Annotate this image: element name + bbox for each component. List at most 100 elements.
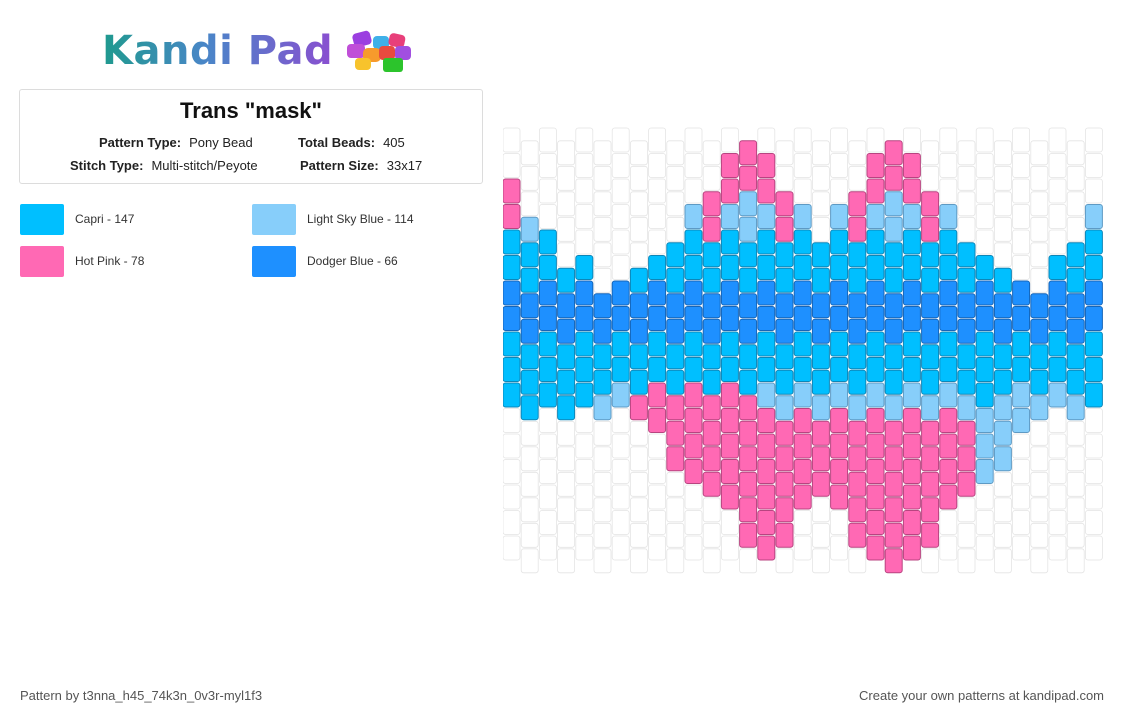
bead-capri bbox=[848, 369, 867, 395]
bead-capri bbox=[557, 344, 576, 370]
bead-capri bbox=[793, 357, 812, 382]
bead-capri bbox=[557, 395, 576, 421]
bead-pink bbox=[739, 395, 758, 421]
bead-light bbox=[757, 382, 776, 408]
bead-pink bbox=[884, 548, 903, 574]
bead-dodger bbox=[993, 318, 1012, 344]
bead-pink bbox=[757, 535, 776, 561]
bead-pink bbox=[902, 408, 921, 433]
bead-dodger bbox=[1030, 293, 1049, 319]
bead-dodger bbox=[1066, 293, 1085, 319]
bead-capri bbox=[811, 267, 830, 293]
bead-dodger bbox=[1012, 280, 1031, 306]
bead-capri bbox=[503, 255, 521, 280]
empty-bead bbox=[720, 510, 739, 535]
bead-pink bbox=[702, 395, 721, 421]
bead-capri bbox=[921, 344, 940, 370]
empty-bead bbox=[1030, 420, 1049, 446]
bead-capri bbox=[957, 267, 976, 293]
bead-pink bbox=[757, 510, 776, 535]
empty-bead bbox=[593, 471, 612, 497]
bead-pink bbox=[921, 446, 940, 472]
empty-bead bbox=[1048, 459, 1067, 484]
bead-light bbox=[739, 216, 758, 242]
bead-capri bbox=[921, 369, 940, 395]
color-swatch bbox=[20, 245, 64, 277]
empty-bead bbox=[793, 535, 812, 561]
empty-bead bbox=[993, 497, 1012, 523]
empty-bead bbox=[557, 548, 575, 574]
bead-dodger bbox=[757, 280, 776, 306]
empty-bead bbox=[811, 497, 830, 523]
empty-bead bbox=[793, 510, 812, 535]
bead-capri bbox=[902, 357, 921, 382]
empty-bead bbox=[739, 548, 758, 574]
bead-pink bbox=[811, 446, 830, 472]
empty-bead bbox=[593, 522, 612, 548]
empty-bead bbox=[702, 497, 721, 523]
empty-bead bbox=[593, 216, 612, 242]
bead-capri bbox=[866, 229, 885, 255]
empty-bead bbox=[648, 433, 667, 459]
bead-capri bbox=[884, 344, 903, 370]
empty-bead bbox=[611, 433, 630, 459]
bead-capri bbox=[921, 242, 940, 268]
bead-pink bbox=[629, 395, 648, 421]
bead-capri bbox=[757, 255, 776, 280]
bead-light bbox=[939, 204, 958, 229]
empty-bead bbox=[575, 178, 594, 204]
bead-capri bbox=[775, 242, 794, 268]
bead-pink bbox=[503, 204, 521, 229]
bead-dodger bbox=[538, 280, 557, 306]
empty-bead bbox=[557, 446, 575, 472]
bead-pink bbox=[720, 408, 739, 433]
kandipad-link[interactable]: Create your own patterns at kandipad.com bbox=[859, 688, 1104, 703]
bead-capri bbox=[993, 369, 1012, 395]
legend-label: Hot Pink - 78 bbox=[75, 254, 145, 268]
bead-capri bbox=[666, 267, 685, 293]
bead-pink bbox=[702, 191, 721, 217]
bead-pink bbox=[702, 471, 721, 497]
bead-dodger bbox=[866, 280, 885, 306]
bead-pink bbox=[720, 433, 739, 459]
empty-bead bbox=[957, 548, 976, 574]
empty-bead bbox=[557, 242, 575, 268]
legend-item-dodger-blue: Dodger Blue - 66 bbox=[252, 245, 398, 277]
bead-dodger bbox=[1030, 318, 1049, 344]
empty-bead bbox=[921, 140, 940, 166]
bead-pink bbox=[757, 153, 776, 178]
bead-pattern-grid bbox=[503, 127, 1103, 574]
kandi-pad-logo[interactable]: Kandi Pad bbox=[102, 26, 417, 76]
bead-capri bbox=[793, 229, 812, 255]
empty-bead bbox=[1030, 165, 1049, 191]
bead-dodger bbox=[775, 293, 794, 319]
bead-capri bbox=[1084, 357, 1103, 382]
empty-bead bbox=[1085, 510, 1103, 535]
bead-pink bbox=[902, 510, 921, 535]
empty-bead bbox=[1066, 522, 1085, 548]
bead-capri bbox=[866, 357, 885, 382]
bead-capri bbox=[1030, 344, 1049, 370]
bead-dodger bbox=[629, 318, 648, 344]
empty-bead bbox=[575, 433, 594, 459]
bead-capri bbox=[666, 344, 685, 370]
empty-bead bbox=[811, 216, 830, 242]
bead-capri bbox=[575, 357, 594, 382]
empty-bead bbox=[520, 471, 539, 497]
empty-bead bbox=[593, 140, 612, 166]
empty-bead bbox=[1085, 127, 1103, 153]
pattern-size: Pattern Size: 33x17 bbox=[300, 158, 422, 173]
bead-light bbox=[1084, 204, 1103, 229]
empty-bead bbox=[648, 484, 667, 510]
bead-capri bbox=[975, 382, 994, 408]
bead-pink bbox=[866, 153, 885, 178]
empty-bead bbox=[1048, 510, 1067, 535]
bead-capri bbox=[1048, 357, 1067, 382]
bead-dodger bbox=[957, 318, 976, 344]
bead-capri bbox=[611, 331, 630, 357]
bead-pink bbox=[757, 178, 776, 204]
empty-bead bbox=[1066, 191, 1085, 217]
empty-bead bbox=[975, 204, 994, 229]
bead-light bbox=[1012, 408, 1031, 433]
empty-bead bbox=[1085, 459, 1103, 484]
